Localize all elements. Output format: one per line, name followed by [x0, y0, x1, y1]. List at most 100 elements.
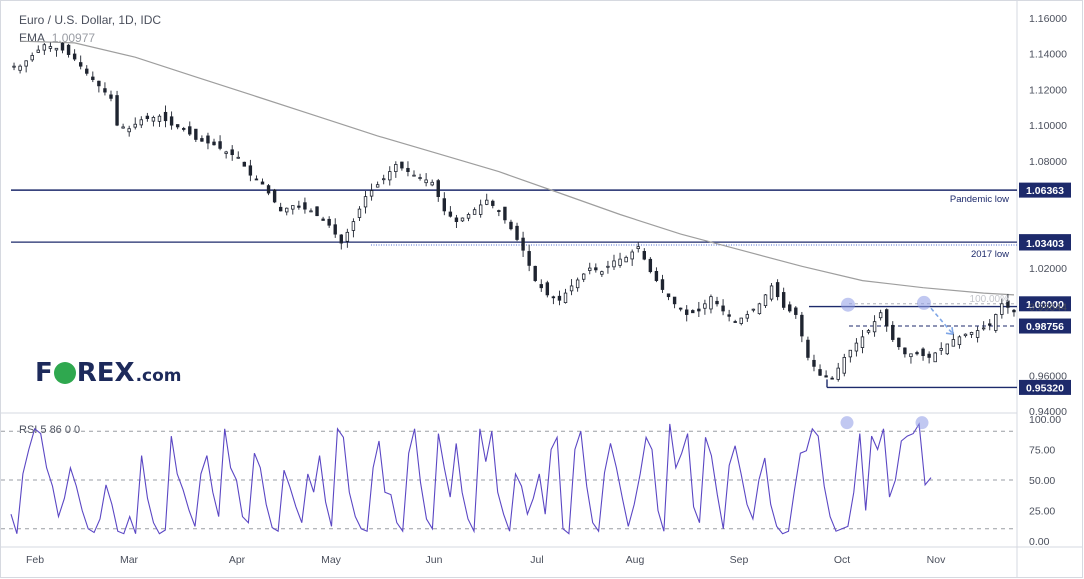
candle — [309, 208, 313, 213]
candle — [969, 331, 974, 338]
candle-body — [454, 217, 459, 223]
candle — [127, 125, 131, 137]
ema-line — [20, 40, 1015, 296]
candle-body — [1012, 309, 1016, 313]
candle — [988, 319, 992, 331]
candle — [115, 90, 119, 127]
candle — [97, 80, 101, 93]
candle — [812, 354, 816, 372]
x-tick-label: Sep — [730, 554, 749, 566]
candle — [345, 228, 350, 248]
candle-body — [121, 126, 125, 129]
candle — [503, 206, 507, 224]
candle-body — [703, 303, 707, 309]
candle — [200, 135, 204, 142]
candle-body — [909, 353, 913, 358]
y-tick-label: 1.02000 — [1029, 263, 1067, 275]
candle-body — [400, 161, 404, 169]
candle — [315, 206, 319, 217]
candle-body — [630, 251, 634, 260]
candle-body — [91, 76, 95, 80]
candle-body — [200, 138, 204, 142]
candle-body — [333, 224, 337, 235]
candle — [800, 311, 804, 343]
candle — [945, 343, 950, 356]
candle-body — [648, 258, 653, 273]
candle — [460, 217, 465, 223]
candle — [60, 42, 65, 54]
candle — [163, 105, 168, 128]
rsi-highlight-circle — [915, 416, 929, 430]
candle — [533, 265, 537, 283]
candle-body — [382, 178, 386, 181]
candle-body — [460, 217, 465, 222]
candle — [121, 123, 125, 129]
candle — [472, 207, 477, 215]
x-tick-label: Jul — [530, 554, 543, 566]
candle-body — [521, 237, 525, 251]
candle-body — [709, 296, 713, 310]
candle — [600, 270, 604, 277]
candle-body — [345, 231, 350, 242]
candle-body — [491, 200, 495, 206]
candle — [648, 257, 653, 274]
logo-suffix: .com — [135, 366, 182, 386]
candle — [54, 47, 59, 57]
candle-body — [721, 305, 725, 312]
candle — [891, 321, 895, 342]
candle — [133, 117, 137, 130]
candle — [563, 288, 568, 304]
candle-body — [988, 323, 992, 326]
rsi-tick-label: 75.00 — [1029, 445, 1055, 457]
rsi-tick-label: 25.00 — [1029, 506, 1055, 518]
candle-body — [351, 221, 356, 231]
candle-body — [103, 88, 107, 93]
y-tick-label: 1.10000 — [1029, 120, 1067, 132]
candle — [78, 55, 83, 70]
candle — [109, 90, 113, 102]
candle — [915, 350, 919, 356]
candle-body — [624, 256, 628, 263]
candle-body — [115, 95, 119, 126]
rsi-highlight-circle — [840, 416, 854, 430]
candle-body — [254, 178, 259, 181]
candle-body — [42, 44, 47, 51]
candle — [36, 45, 40, 53]
candle-body — [951, 339, 956, 347]
candle — [660, 274, 665, 294]
candle — [212, 138, 216, 146]
candle — [624, 255, 628, 263]
candle — [278, 202, 283, 212]
candle — [666, 293, 671, 301]
candle — [42, 43, 47, 55]
candle — [733, 319, 737, 323]
candle — [739, 317, 743, 326]
candle — [606, 260, 610, 274]
candle — [12, 62, 16, 71]
candle-body — [133, 123, 137, 128]
candle-body — [472, 209, 477, 215]
candle — [194, 128, 198, 142]
candle-body — [945, 343, 950, 355]
candle — [351, 218, 356, 238]
candle-body — [54, 47, 59, 51]
candle — [612, 254, 616, 270]
forex-logo: F REX.com — [35, 358, 182, 388]
price-tag: 1.03403 — [1026, 238, 1064, 250]
candle — [285, 207, 289, 216]
candle — [224, 150, 228, 159]
candle — [218, 135, 222, 151]
candle — [897, 337, 901, 350]
candle — [781, 287, 786, 310]
ema-value: 1.00977 — [51, 31, 96, 45]
rsi-tick-label: 100.00 — [1029, 414, 1061, 426]
candle — [878, 309, 883, 321]
candle — [266, 183, 271, 196]
price-tag-box — [1019, 379, 1071, 395]
candle — [418, 173, 422, 181]
candle-body — [751, 308, 756, 311]
candle — [406, 161, 410, 177]
candle-body — [794, 307, 798, 315]
